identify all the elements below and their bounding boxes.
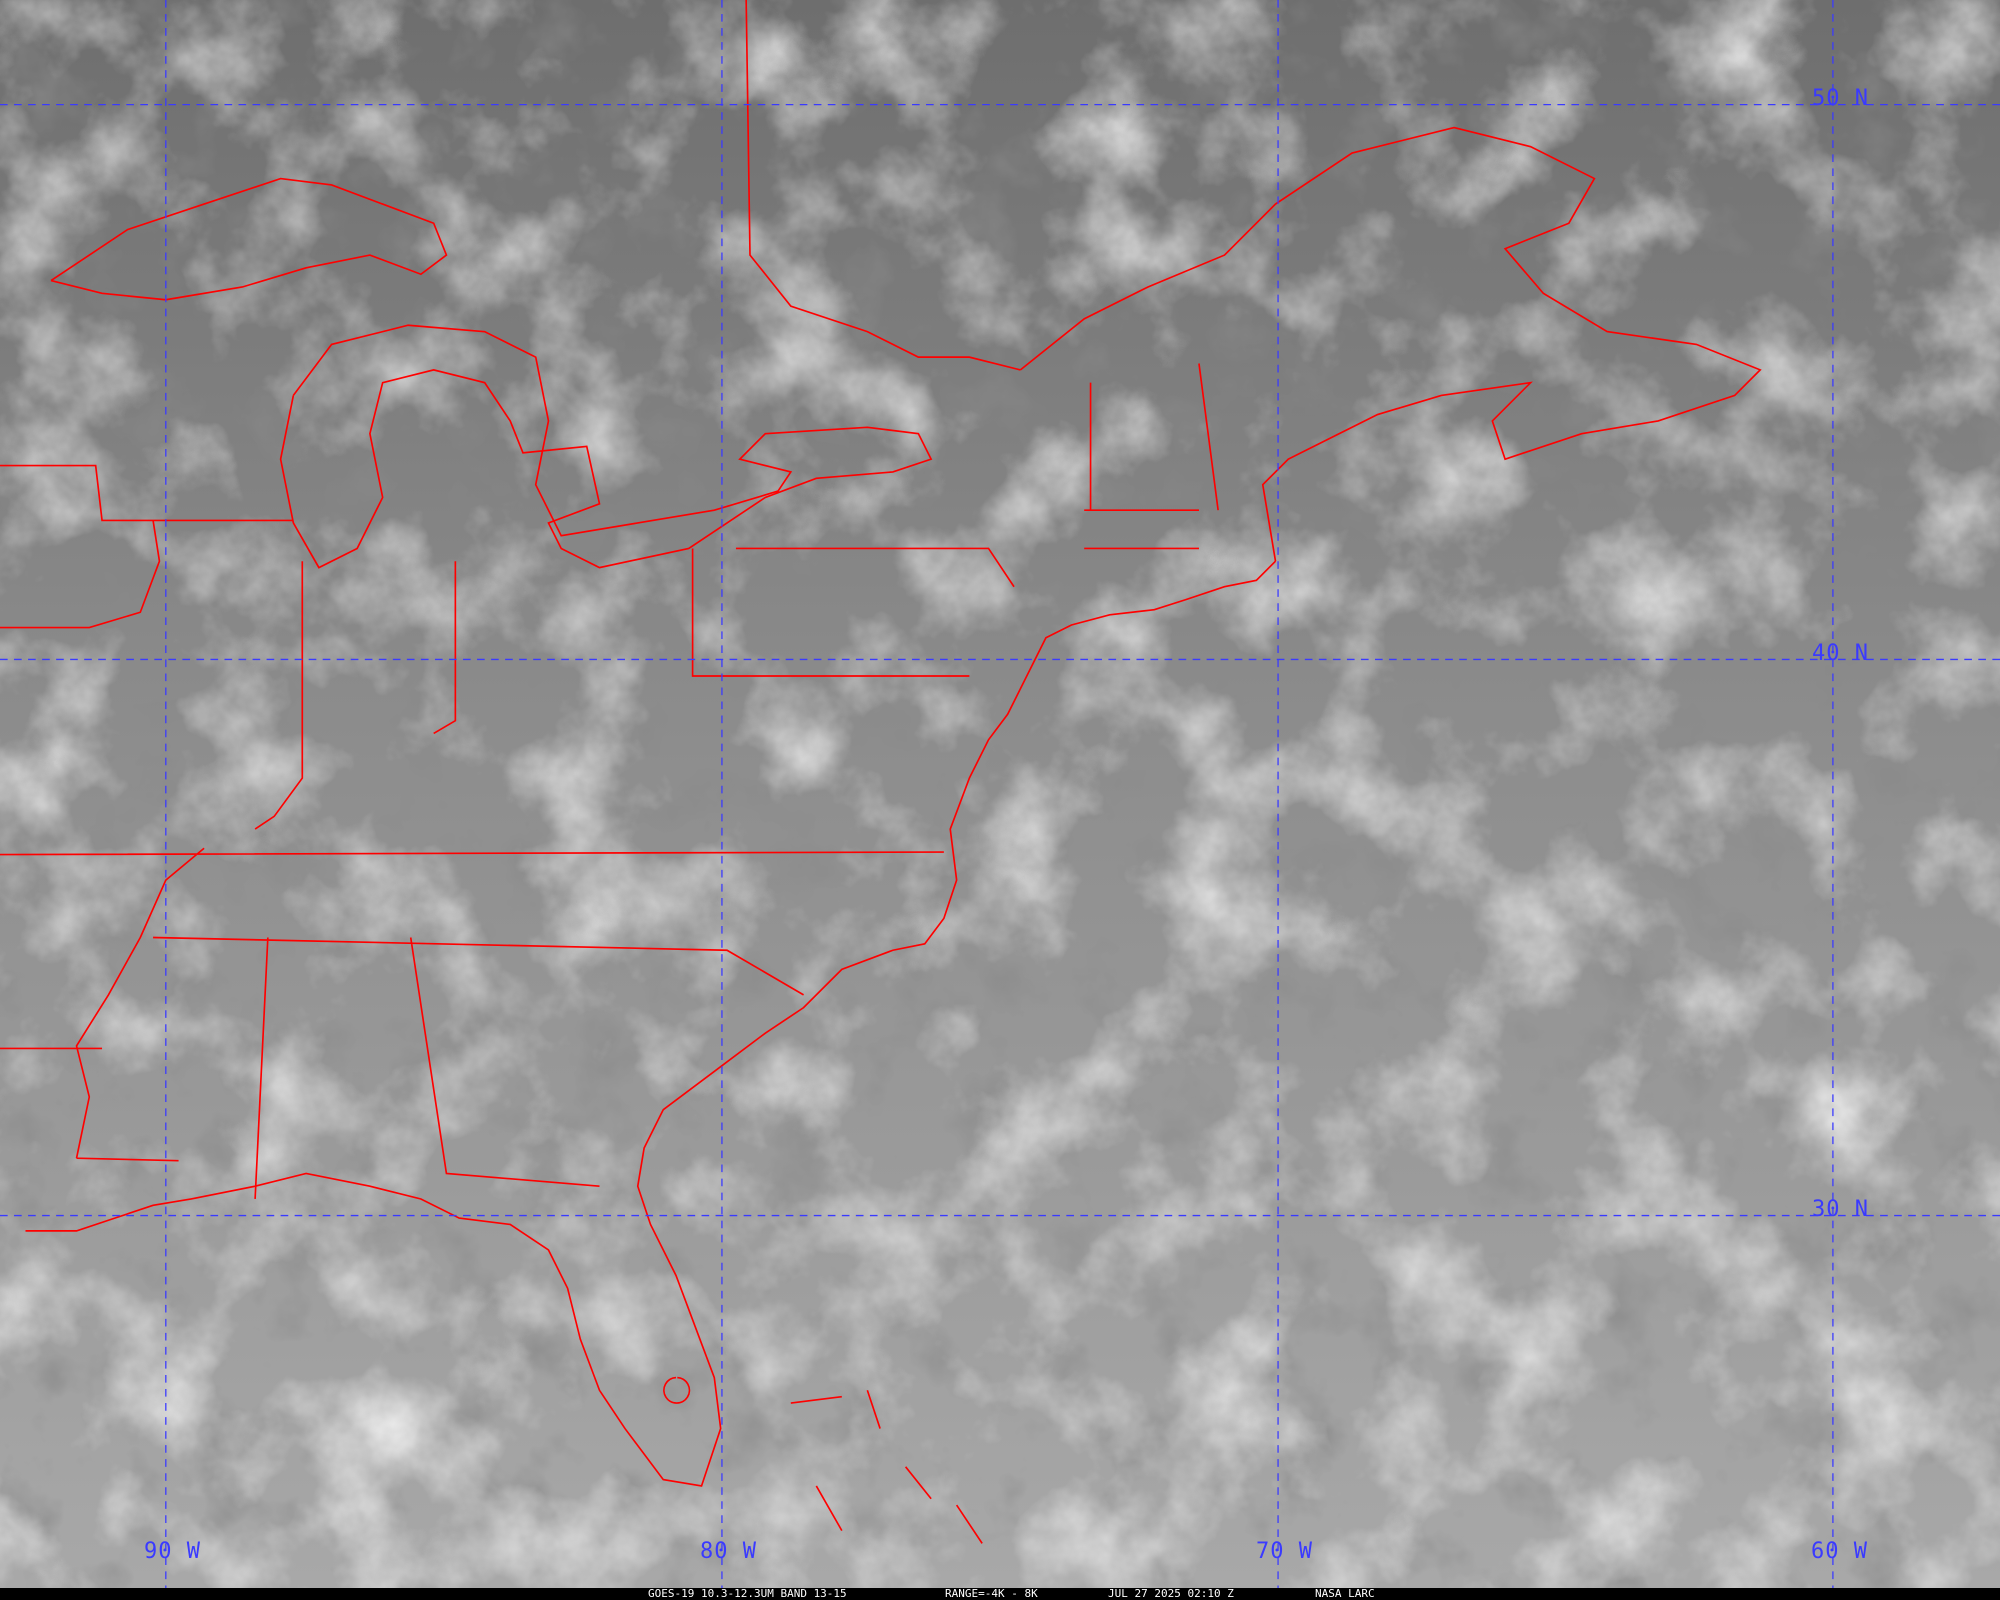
datetime: JUL 27 2025 02:10 Z [1108, 1587, 1234, 1600]
state-lines [0, 363, 1219, 1200]
lat-label-30n: 30 N [1812, 1197, 1869, 1222]
lon-label-80w: 80 W [700, 1539, 757, 1564]
great-lakes-outline [279, 324, 933, 569]
florida-keys-islands [663, 1376, 983, 1544]
lat-label-40n: 40 N [1812, 641, 1869, 666]
lon-label-70w: 70 W [1256, 1539, 1313, 1564]
lon-label-90w: 90 W [144, 1539, 201, 1564]
us-canada-border [745, 0, 1021, 371]
lon-label-60w: 60 W [1811, 1539, 1868, 1564]
boundaries [0, 0, 1762, 1544]
range: RANGE=-4K - 8K [945, 1587, 1038, 1600]
canada-coast-outline [1019, 126, 1762, 562]
source: NASA LARC [1315, 1587, 1375, 1600]
lake-superior-outline [50, 177, 448, 301]
east-coast-outline [25, 560, 1277, 1487]
info-bar: GOES-19 10.3-12.3UM BAND 13-15 RANGE=-4K… [0, 1588, 2000, 1600]
lat-label-50n: 50 N [1812, 86, 1869, 111]
satellite-band: GOES-19 10.3-12.3UM BAND 13-15 [648, 1587, 847, 1600]
